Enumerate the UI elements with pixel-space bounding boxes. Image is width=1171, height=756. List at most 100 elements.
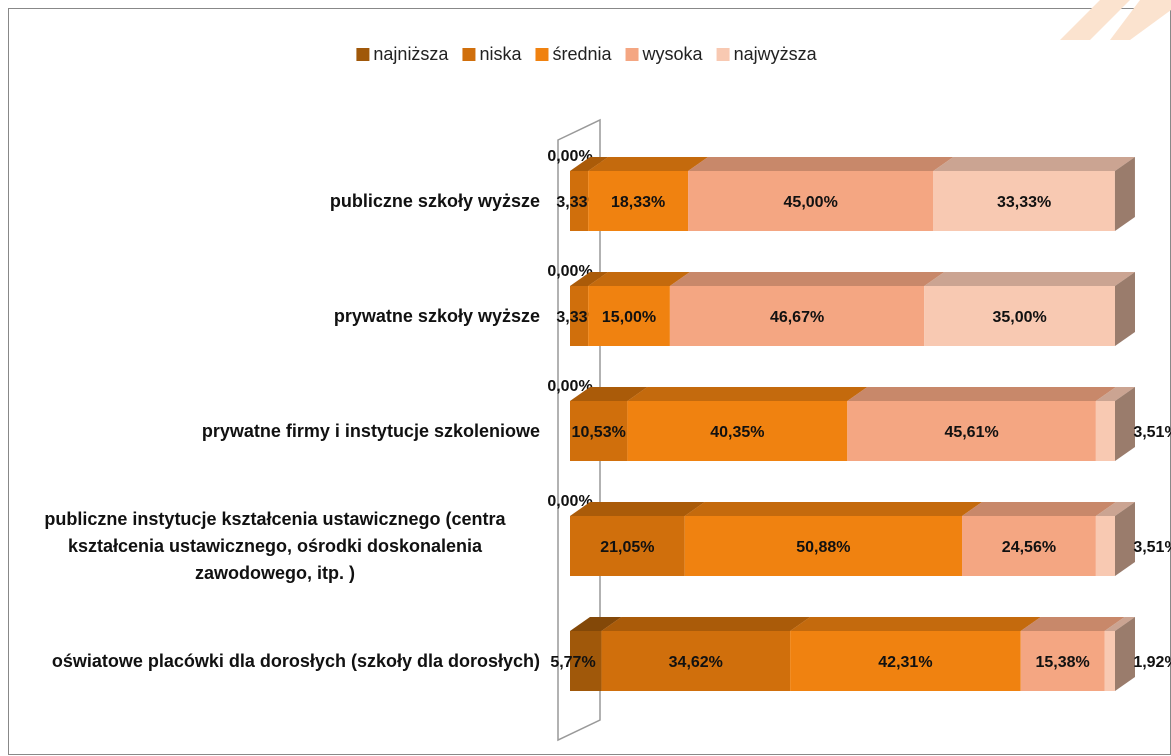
bar-top-shade xyxy=(1104,617,1135,631)
category-text: prywatne szkoły wyższe xyxy=(333,305,540,326)
bar-segment xyxy=(1095,516,1115,576)
bar-top xyxy=(790,617,1041,631)
legend-swatch xyxy=(535,48,549,61)
bar-top xyxy=(669,272,945,286)
data-label: 33,33% xyxy=(997,194,1051,211)
bar-side xyxy=(1115,617,1135,691)
legend-label: najniższa xyxy=(373,44,449,64)
data-label: 21,05% xyxy=(600,539,654,556)
bar-segment xyxy=(962,516,1096,576)
bar-segment xyxy=(847,401,1096,461)
data-label: 0,00% xyxy=(547,148,592,165)
bar-top xyxy=(847,387,1116,401)
bar-top xyxy=(1095,502,1135,516)
data-label: 45,00% xyxy=(784,194,838,211)
data-label: 5,77% xyxy=(550,654,595,671)
bar-top xyxy=(570,272,609,286)
bar-top-shade xyxy=(669,272,945,286)
legend-label: niska xyxy=(479,44,522,64)
bar-top-shade xyxy=(601,617,811,631)
bar-segment xyxy=(1104,631,1115,691)
category-label: prywatne firmy i instytucje szkoleniowe xyxy=(10,361,540,501)
data-label: 34,62% xyxy=(669,654,723,671)
data-label: 50,88% xyxy=(796,539,850,556)
bar-segment xyxy=(924,286,1115,346)
data-label: 42,31% xyxy=(878,654,932,671)
bar-top xyxy=(627,387,868,401)
bar-top-shade xyxy=(1095,502,1135,516)
bar-top-shade xyxy=(688,157,954,171)
bar-segment xyxy=(588,171,689,231)
bar-segment xyxy=(570,631,602,691)
bar-top-shade xyxy=(570,387,648,401)
bar-segment xyxy=(601,631,791,691)
bar-segment xyxy=(790,631,1021,691)
data-label: 15,38% xyxy=(1035,654,1089,671)
bar-top-shade xyxy=(570,157,609,171)
bar-top-shade xyxy=(933,157,1135,171)
category-label: publiczne instytucje kształcenia ustawic… xyxy=(10,476,540,616)
data-label: 1,92% xyxy=(1133,654,1171,671)
decoration xyxy=(1060,0,1130,40)
category-text: oświatowe placówki dla dorosłych (szkoły… xyxy=(51,650,540,671)
bar-top-shade xyxy=(847,387,1116,401)
bar-top xyxy=(962,502,1116,516)
data-label: 46,67% xyxy=(770,309,824,326)
bar-segment xyxy=(570,171,589,231)
back-wall xyxy=(557,118,601,742)
data-label: 40,35% xyxy=(710,424,764,441)
bar-top-shade xyxy=(924,272,1135,286)
category-text: prywatne firmy i instytucje szkoleniowe xyxy=(201,420,540,441)
bar-segment xyxy=(669,286,925,346)
bars: 0,00%3,33% 18,33% 45,00% 33,33%0,00%3,33% 15… xyxy=(547,148,1171,691)
data-label: 35,00% xyxy=(992,309,1046,326)
bar-top xyxy=(1104,617,1135,631)
bar-top xyxy=(933,157,1135,171)
data-label: 45,61% xyxy=(944,424,998,441)
bar-top-shade xyxy=(1095,387,1135,401)
bar-side xyxy=(1115,387,1135,461)
bar-top xyxy=(1095,387,1135,401)
bar-segment xyxy=(570,286,589,346)
bar-segment xyxy=(1095,401,1115,461)
category-label: prywatne szkoły wyższe xyxy=(10,246,540,386)
bar-top-shade xyxy=(627,387,868,401)
bar-top xyxy=(924,272,1135,286)
bar-side xyxy=(1114,157,1135,231)
data-label: 3,51% xyxy=(1133,539,1171,556)
bar-top xyxy=(570,157,609,171)
category-label: publiczne szkoły wyższe xyxy=(10,131,540,271)
bar-segment xyxy=(588,286,670,346)
data-label: 0,00% xyxy=(547,263,592,280)
category-label: oświatowe placówki dla dorosłych (szkoły… xyxy=(10,591,540,731)
bar-top xyxy=(684,502,983,516)
bar-top xyxy=(601,617,811,631)
data-label: 10,53% xyxy=(572,424,626,441)
decoration xyxy=(1110,0,1171,40)
bar-segment xyxy=(933,171,1115,231)
legend-swatch xyxy=(625,48,639,61)
bar-top xyxy=(570,387,648,401)
data-label: 0,00% xyxy=(547,493,592,510)
bar-segment xyxy=(570,516,685,576)
data-label: 0,00% xyxy=(547,378,592,395)
bar-segment xyxy=(1020,631,1105,691)
bar-top xyxy=(688,157,954,171)
data-label: 24,56% xyxy=(1002,539,1056,556)
bar-top xyxy=(570,617,622,631)
bar-top xyxy=(570,502,705,516)
bar-top-shade xyxy=(570,617,622,631)
legend-swatch xyxy=(716,48,730,61)
legend-label: średnia xyxy=(552,44,612,64)
data-label: 3,51% xyxy=(1133,424,1171,441)
data-label: 18,33% xyxy=(611,194,665,211)
bar-top-shade xyxy=(570,272,609,286)
bar-top-shade xyxy=(790,617,1041,631)
data-label: 15,00% xyxy=(602,309,656,326)
bar-side xyxy=(1115,502,1135,576)
bar-top xyxy=(588,272,690,286)
bar-segment xyxy=(627,401,848,461)
bar-segment xyxy=(688,171,934,231)
